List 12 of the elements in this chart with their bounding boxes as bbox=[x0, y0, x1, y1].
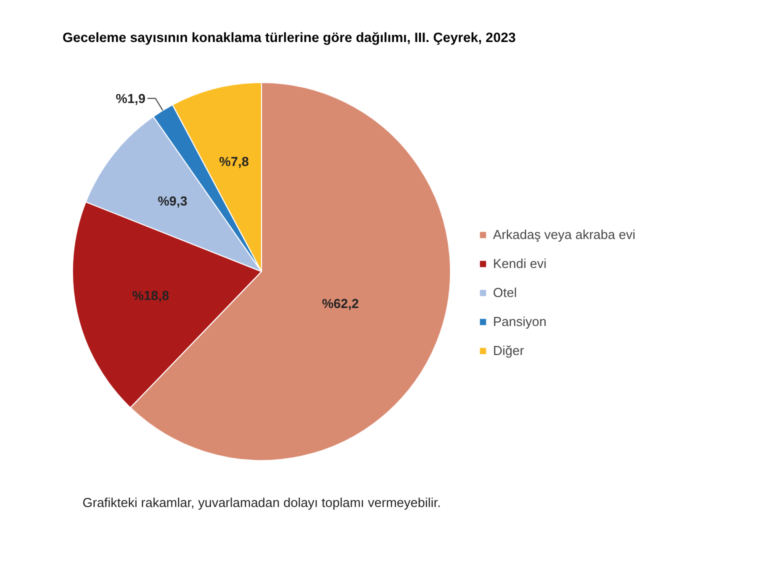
legend-label: Pansiyon bbox=[493, 314, 546, 329]
text: Grafikteki rakamlar, yuvarlamadan dolayı toplamı vermeyebilir. bbox=[82, 495, 441, 510]
legend-label: Kendi evi bbox=[493, 256, 546, 271]
data-label: %18,8 bbox=[132, 288, 170, 304]
legend-label: Arkadaş veya akraba evi bbox=[493, 227, 636, 242]
legend-label: Otel bbox=[493, 285, 517, 300]
data-label: %9,3 bbox=[158, 194, 188, 209]
data-label: %1,9 bbox=[116, 90, 146, 106]
legend-label: Diğer bbox=[493, 343, 524, 358]
chart-title: Geceleme sayısının konaklama türlerine göre dağılımı, III. Çeyrek, 2023 bbox=[62, 30, 516, 45]
data-label: %7,8 bbox=[219, 154, 249, 169]
data-label: %62,2 bbox=[322, 296, 359, 311]
